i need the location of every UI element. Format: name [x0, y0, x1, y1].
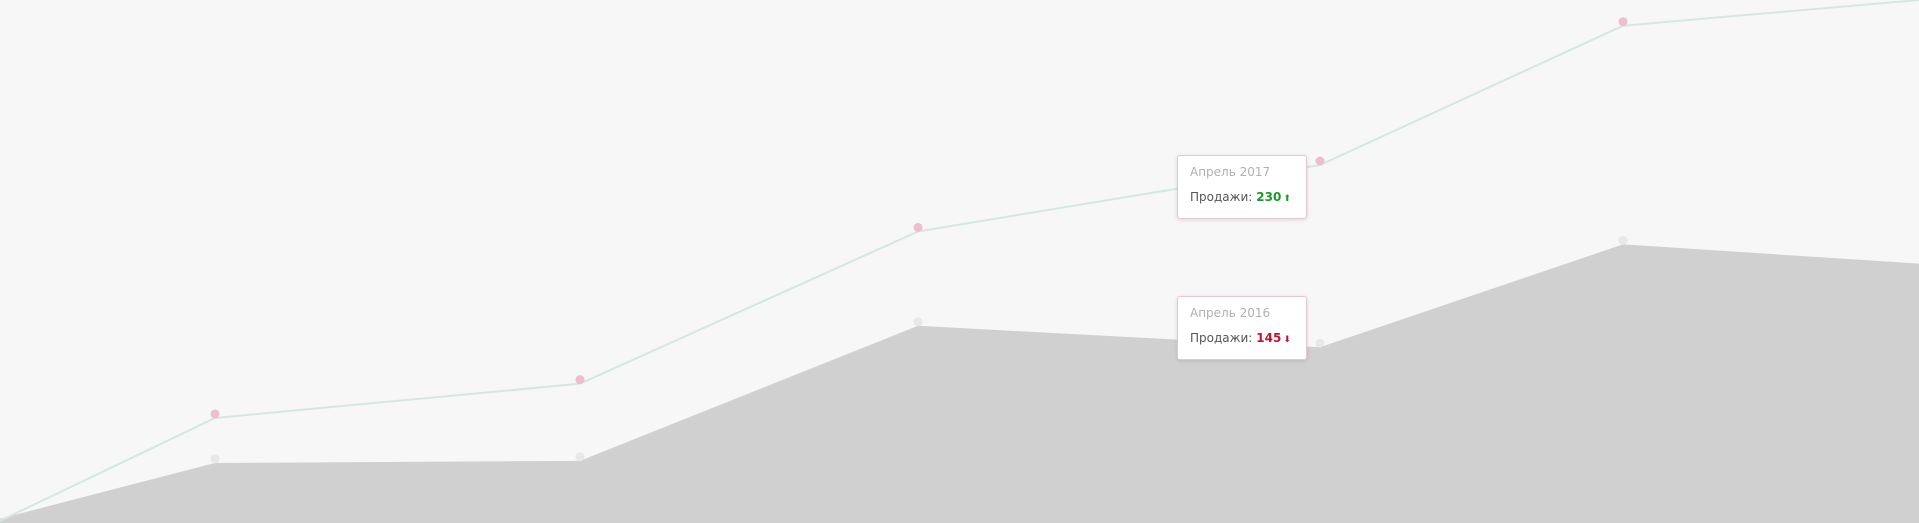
- tooltip-arrow: ⬇: [1283, 335, 1291, 345]
- point: [1315, 338, 1325, 348]
- point: [575, 452, 585, 462]
- tooltip-arrow: ⬆: [1283, 194, 1291, 204]
- tooltip-value: 230: [1256, 190, 1282, 204]
- tooltip-row: Продажи: 145 ⬇: [1190, 331, 1291, 345]
- tooltip: Апрель 2017 Продажи: 230 ⬆: [1177, 155, 1307, 219]
- point: [1618, 235, 1628, 245]
- tooltip-label: Продажи:: [1190, 331, 1253, 345]
- point: [575, 375, 585, 385]
- point: [1315, 156, 1325, 166]
- tooltip-title: Апрель 2016: [1190, 306, 1271, 320]
- tooltip-label: Продажи:: [1190, 190, 1253, 204]
- point: [913, 222, 923, 232]
- tooltip-value: 145: [1256, 331, 1282, 345]
- area: [0, 244, 1919, 523]
- tooltip-title: Апрель 2017: [1190, 165, 1271, 179]
- point: [1618, 17, 1628, 27]
- point: [210, 409, 220, 419]
- point: [210, 454, 220, 464]
- tooltip-row: Продажи: 230 ⬆: [1190, 190, 1291, 204]
- tooltip: Апрель 2016 Продажи: 145 ⬇: [1177, 296, 1307, 360]
- point: [913, 317, 923, 327]
